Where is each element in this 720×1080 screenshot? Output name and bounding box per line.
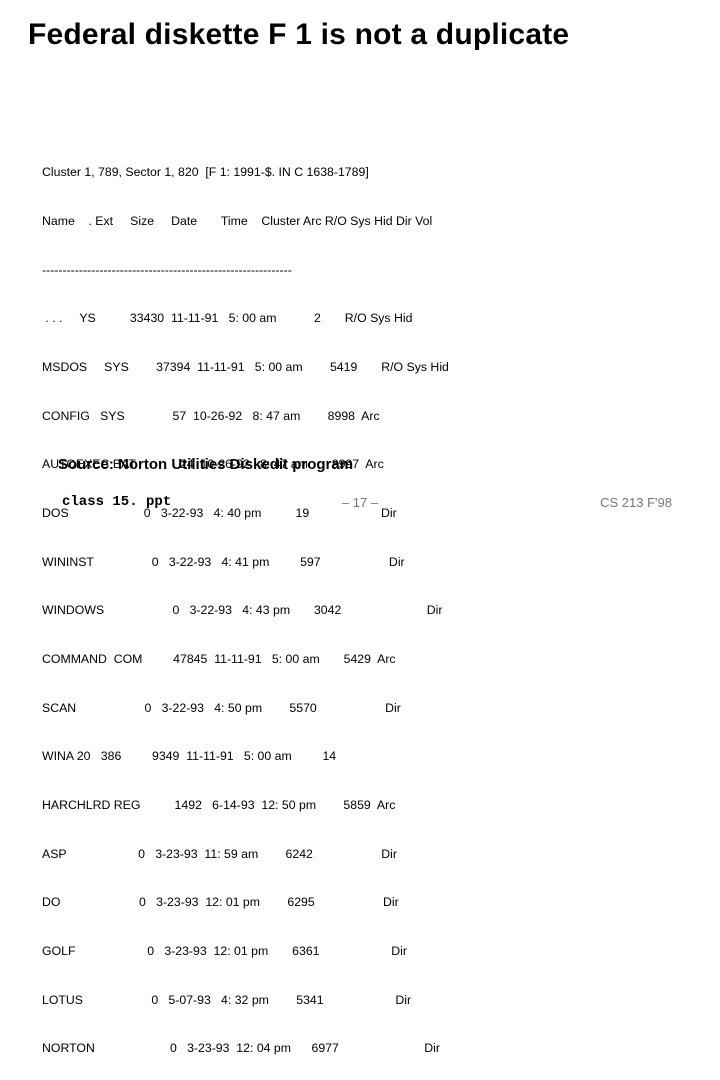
source-line: Source: Norton Utilities Diskedit progra… <box>58 456 353 473</box>
slide: Federal diskette F 1 is not a duplicate … <box>0 0 720 540</box>
listing-row: NORTON 0 3-23-93 12: 04 pm 6977 Dir <box>42 1040 449 1056</box>
listing-row: LOTUS 0 5-07-93 4: 32 pm 5341 Dir <box>42 992 449 1008</box>
listing-row: HARCHLRD REG 1492 6-14-93 12: 50 pm 5859… <box>42 797 449 813</box>
listing-row: DO 0 3-23-93 12: 01 pm 6295 Dir <box>42 894 449 910</box>
listing-row: MSDOS SYS 37394 11-11-91 5: 00 am 5419 R… <box>42 359 449 375</box>
listing-row: . . . YS 33430 11-11-91 5: 00 am 2 R/O S… <box>42 310 449 326</box>
listing-row: GOLF 0 3-23-93 12: 01 pm 6361 Dir <box>42 943 449 959</box>
listing-header-columns: Name . Ext Size Date Time Cluster Arc R/… <box>42 213 449 229</box>
listing-row: WININST 0 3-22-93 4: 41 pm 597 Dir <box>42 554 449 570</box>
listing-header-cluster: Cluster 1, 789, Sector 1, 820 [F 1: 1991… <box>42 164 449 180</box>
listing-row: CONFIG SYS 57 10-26-92 8: 47 am 8998 Arc <box>42 408 449 424</box>
footer-course: CS 213 F'98 <box>600 495 672 510</box>
directory-listing: Cluster 1, 789, Sector 1, 820 [F 1: 1991… <box>42 132 449 1080</box>
listing-row: WINDOWS 0 3-22-93 4: 43 pm 3042 Dir <box>42 602 449 618</box>
listing-row: WINA 20 386 9349 11-11-91 5: 00 am 14 <box>42 748 449 764</box>
slide-title: Federal diskette F 1 is not a duplicate <box>28 18 569 52</box>
listing-divider: ----------------------------------------… <box>42 262 449 278</box>
listing-row: COMMAND COM 47845 11-11-91 5: 00 am 5429… <box>42 651 449 667</box>
listing-row: ASP 0 3-23-93 11: 59 am 6242 Dir <box>42 846 449 862</box>
listing-row: SCAN 0 3-22-93 4: 50 pm 5570 Dir <box>42 700 449 716</box>
